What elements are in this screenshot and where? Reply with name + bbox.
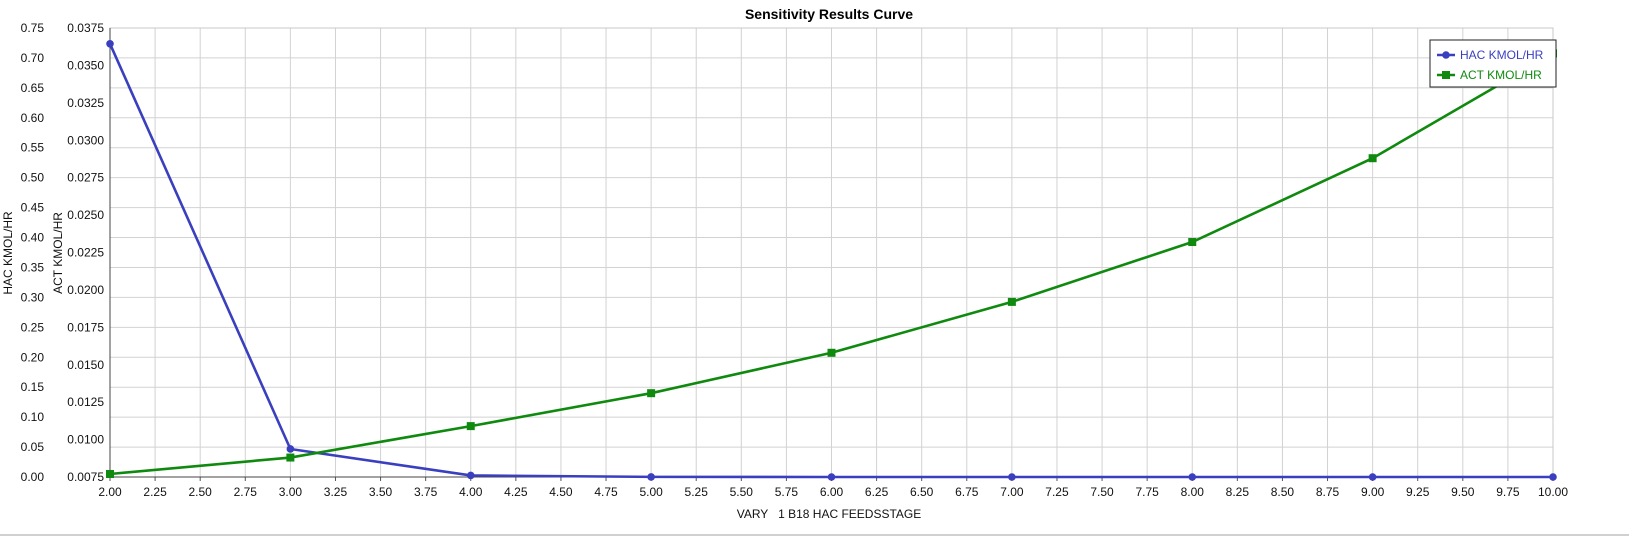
- y1-tick-label: 0.55: [21, 141, 45, 155]
- x-tick-label: 5.75: [775, 485, 799, 499]
- y2-tick-label: 0.0250: [67, 208, 104, 222]
- y1-tick-label: 0.00: [21, 470, 45, 484]
- y1-tick-label: 0.45: [21, 201, 45, 215]
- x-tick-label: 2.25: [143, 485, 167, 499]
- y2-tick-label: 0.0200: [67, 283, 104, 297]
- data-point: [1188, 473, 1197, 481]
- legend-marker: [1442, 71, 1450, 79]
- x-tick-label: 2.00: [98, 485, 122, 499]
- x-tick-label: 3.25: [324, 485, 348, 499]
- chart-title: Sensitivity Results Curve: [745, 6, 913, 22]
- data-point: [1368, 154, 1377, 163]
- y2-tick-label: 0.0325: [67, 96, 104, 110]
- x-tick-label: 5.50: [730, 485, 754, 499]
- data-point: [286, 453, 295, 462]
- x-tick-label: 2.50: [189, 485, 213, 499]
- x-tick-label: 4.25: [504, 485, 528, 499]
- x-tick-label: 4.00: [459, 485, 483, 499]
- y1-tick-label: 0.70: [21, 51, 45, 65]
- x-tick-label: 7.00: [1000, 485, 1024, 499]
- y1-tick-label: 0.60: [21, 111, 45, 125]
- x-tick-label: 5.25: [685, 485, 709, 499]
- y1-tick-label: 0.25: [21, 320, 45, 334]
- y2-tick-label: 0.0225: [67, 246, 104, 260]
- x-tick-label: 9.75: [1496, 485, 1520, 499]
- x-tick-label: 5.00: [639, 485, 663, 499]
- x-tick-label: 8.25: [1226, 485, 1250, 499]
- x-tick-label: 6.00: [820, 485, 844, 499]
- x-axis-title: VARY 1 B18 HAC FEEDSSTAGE: [737, 507, 922, 521]
- legend-marker: [1442, 51, 1450, 59]
- y1-tick-label: 0.35: [21, 260, 45, 274]
- data-point: [1007, 297, 1016, 306]
- y1-axis-title: HAC KMOL/HR: [1, 211, 15, 295]
- y2-tick-label: 0.0100: [67, 433, 104, 447]
- data-point: [106, 470, 114, 479]
- y1-tick-label: 0.75: [21, 21, 45, 35]
- x-tick-label: 8.75: [1316, 485, 1340, 499]
- y1-tick-label: 0.05: [21, 440, 45, 454]
- x-tick-label: 8.00: [1181, 485, 1205, 499]
- x-tick-label: 2.75: [234, 485, 258, 499]
- data-point: [106, 40, 114, 48]
- series-layer: [106, 40, 1557, 481]
- data-point: [1008, 473, 1016, 481]
- y1-tick-label: 0.50: [21, 171, 45, 185]
- x-tick-label: 4.75: [594, 485, 618, 499]
- data-point: [1549, 473, 1557, 481]
- x-tick-label: 6.75: [955, 485, 979, 499]
- legend-label: HAC KMOL/HR: [1460, 48, 1544, 62]
- x-tick-label: 10.00: [1538, 485, 1568, 499]
- legend: HAC KMOL/HR ACT KMOL/HR: [1429, 39, 1557, 88]
- y2-axis-title: ACT KMOL/HR: [51, 212, 65, 294]
- y1-tick-label: 0.30: [21, 290, 45, 304]
- y2-tick-label: 0.0375: [67, 21, 104, 35]
- y1-tick-label: 0.15: [21, 380, 45, 394]
- y1-tick-label: 0.40: [21, 231, 45, 245]
- x-tick-label: 3.00: [279, 485, 303, 499]
- x-tick-label: 9.00: [1361, 485, 1385, 499]
- grid-lines: [109, 27, 1554, 478]
- data-point: [1368, 473, 1377, 481]
- y1-tick-label: 0.20: [21, 350, 45, 364]
- legend-label: ACT KMOL/HR: [1460, 68, 1542, 82]
- data-point: [647, 389, 656, 398]
- x-tick-label: 9.50: [1451, 485, 1475, 499]
- x-tick-label: 6.25: [865, 485, 889, 499]
- x-tick-label: 6.50: [910, 485, 934, 499]
- data-point: [827, 473, 836, 481]
- x-tick-label: 7.75: [1135, 485, 1159, 499]
- data-point: [827, 348, 836, 357]
- x-tick-label: 3.75: [414, 485, 438, 499]
- y2-tick-label: 0.0275: [67, 171, 104, 185]
- data-point: [466, 471, 475, 480]
- axes: 2.00 2.25 2.50 2.75 3.00 3.25 3.50 3.75 4.00 4.25…: [0, 21, 1629, 536]
- x-tick-label: 4.50: [549, 485, 573, 499]
- data-point: [647, 473, 655, 481]
- x-tick-label: 8.50: [1271, 485, 1295, 499]
- y2-tick-label: 0.0075: [67, 470, 104, 484]
- x-tick-label: 7.50: [1090, 485, 1114, 499]
- y2-tick-label: 0.0300: [67, 133, 104, 147]
- y2-tick-label: 0.0125: [67, 395, 104, 409]
- y1-tick-label: 0.65: [21, 81, 45, 95]
- data-point: [466, 422, 475, 431]
- data-point: [286, 445, 295, 453]
- x-tick-label: 9.25: [1406, 485, 1430, 499]
- x-tick-label: 3.50: [369, 485, 393, 499]
- x-tick-label: 7.25: [1045, 485, 1069, 499]
- y1-tick-label: 0.10: [21, 410, 45, 424]
- y2-tick-label: 0.0350: [67, 58, 104, 72]
- data-point: [1188, 238, 1197, 247]
- y2-tick-label: 0.0150: [67, 358, 104, 372]
- y2-tick-label: 0.0175: [67, 320, 104, 334]
- legend-box: [1429, 39, 1557, 88]
